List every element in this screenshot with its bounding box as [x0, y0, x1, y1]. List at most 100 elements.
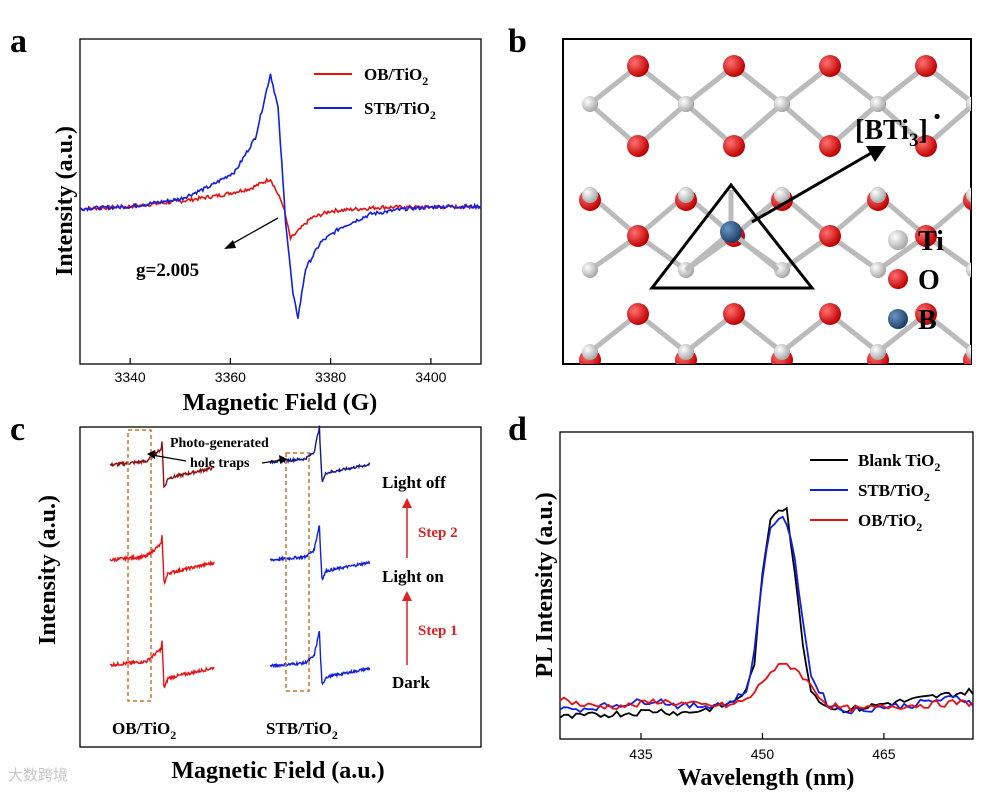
o-atom — [627, 135, 649, 157]
o-atom — [723, 135, 745, 157]
ti-atom — [870, 187, 886, 203]
a-series-stb — [79, 73, 482, 319]
sample-label-stb: STB/TiO2 — [266, 719, 338, 742]
c-stb-light-off — [269, 425, 371, 483]
c-stb-dark — [269, 630, 371, 686]
panel-c-ylabel: Intensity (a.u.) — [35, 495, 61, 645]
panel-d-chart: 435 450 465 Wavelength (nm) PL Intensity (… — [532, 431, 974, 791]
o-atom — [627, 303, 649, 325]
legend-d-ob: OB/TiO2 — [858, 511, 922, 534]
panel-c-xlabel: Magnetic Field (a.u.) — [171, 758, 384, 784]
ti-atom — [870, 344, 886, 360]
ti-atom — [774, 96, 790, 112]
d-xtick-label: 435 — [629, 746, 653, 762]
panel-a-ylabel: Intensity (a.u.) — [52, 126, 78, 276]
panel-letter-a: a — [10, 23, 27, 60]
state-light-off: Light off — [382, 473, 446, 492]
c-stb-light-on — [269, 525, 371, 581]
panel-a-xlabel: Magnetic Field (G) — [183, 390, 378, 416]
watermark: 大数跨境 — [8, 766, 69, 784]
panel-b-structure: [BTi3] · Ti O B — [562, 38, 972, 365]
ti-atom — [582, 187, 598, 203]
legend-d-stb: STB/TiO2 — [858, 481, 930, 504]
g-arrow-head — [224, 240, 236, 249]
legend-d-blank: Blank TiO2 — [858, 451, 940, 474]
panel-b-frame — [562, 38, 972, 365]
panel-a-frame — [79, 38, 482, 365]
defect-triangle — [648, 182, 816, 290]
legend-ti-label: Ti — [918, 226, 944, 257]
legend-b-swatch — [888, 309, 908, 329]
panel-a-chart: 3340 3360 3380 3400 Magnetic Field (G) Inte… — [52, 38, 482, 416]
legend-ti-swatch — [888, 230, 908, 250]
state-light-on: Light on — [382, 567, 444, 586]
panel-d-legend: Blank TiO2 STB/TiO2 OB/TiO2 — [810, 451, 940, 534]
panel-letter-d: d — [508, 411, 527, 448]
o-atom — [627, 225, 649, 247]
panel-d-xlabel: Wavelength (nm) — [678, 765, 855, 791]
lattice-atoms — [579, 55, 971, 364]
o-atom — [915, 303, 937, 325]
o-atom — [627, 55, 649, 77]
hole-trap-arrowhead-right — [279, 455, 287, 464]
o-atom — [819, 303, 841, 325]
sample-label-ob: OB/TiO2 — [112, 719, 176, 742]
panel-d-ylabel: PL Intensity (a.u.) — [532, 492, 558, 677]
c-ob-dark — [109, 640, 215, 689]
panel-a-ticks: 3340 3360 3380 3400 — [115, 358, 447, 385]
defect-arrow-line — [751, 150, 874, 224]
hole-trap-arrowhead-left — [147, 450, 155, 459]
panel-d-ticks: 435 450 465 — [629, 733, 896, 762]
ti-atom — [678, 96, 694, 112]
ti-atom — [582, 96, 598, 112]
stb-hole-trap-box — [285, 452, 310, 692]
o-atom — [915, 225, 937, 247]
a-xtick-label: 3380 — [315, 369, 346, 385]
defect-label: [BTi3] · — [855, 98, 942, 151]
o-atom — [819, 225, 841, 247]
state-dark: Dark — [392, 673, 430, 692]
hole-trap-arrow-right — [261, 459, 283, 464]
o-atom — [963, 189, 971, 211]
g-arrow-line — [229, 217, 279, 246]
ti-atom — [774, 187, 790, 203]
ti-atom — [582, 344, 598, 360]
legend-o-label: O — [918, 265, 940, 296]
d-series-stb — [559, 515, 974, 715]
panel-a-legend: OB/TiO2 STB/TiO2 — [314, 65, 436, 122]
defect-arrow-head — [866, 146, 886, 162]
hole-trap-annotation-line2: hole traps — [190, 456, 250, 471]
d-series-blank — [559, 506, 974, 720]
panel-a-series — [79, 73, 482, 319]
ti-atom — [774, 262, 790, 278]
step2-label: Step 2 — [418, 525, 458, 541]
c-ob-light-on — [109, 535, 215, 586]
o-atom — [915, 55, 937, 77]
a-xtick-label: 3400 — [415, 369, 446, 385]
panel-c-frame — [79, 426, 482, 748]
legend-b-label: B — [918, 305, 937, 336]
ti-atom — [966, 187, 971, 203]
hole-trap-annotation-line1: Photo-generated — [170, 436, 269, 451]
d-xtick-label: 465 — [872, 746, 896, 762]
panel-letter-c: c — [10, 411, 25, 448]
panel-d-series — [559, 506, 974, 720]
o-atom — [915, 135, 937, 157]
panel-c-chart: Photo-generated hole traps Light off Lig… — [35, 425, 482, 784]
step1-label: Step 1 — [418, 623, 458, 639]
o-atom — [723, 303, 745, 325]
a-xtick-label: 3340 — [115, 369, 146, 385]
d-xtick-label: 450 — [751, 746, 775, 762]
ti-atom — [966, 344, 971, 360]
legend-a-stb: STB/TiO2 — [364, 99, 436, 122]
legend-o-swatch — [888, 269, 908, 289]
ti-atom — [678, 187, 694, 203]
o-atom — [819, 135, 841, 157]
panel-letter-b: b — [508, 23, 527, 60]
ti-atom — [966, 96, 971, 112]
panel-b-legend: Ti O B — [888, 226, 944, 336]
a-xtick-label: 3360 — [215, 369, 246, 385]
hole-trap-arrow-left — [151, 454, 187, 462]
ti-atom — [582, 262, 598, 278]
